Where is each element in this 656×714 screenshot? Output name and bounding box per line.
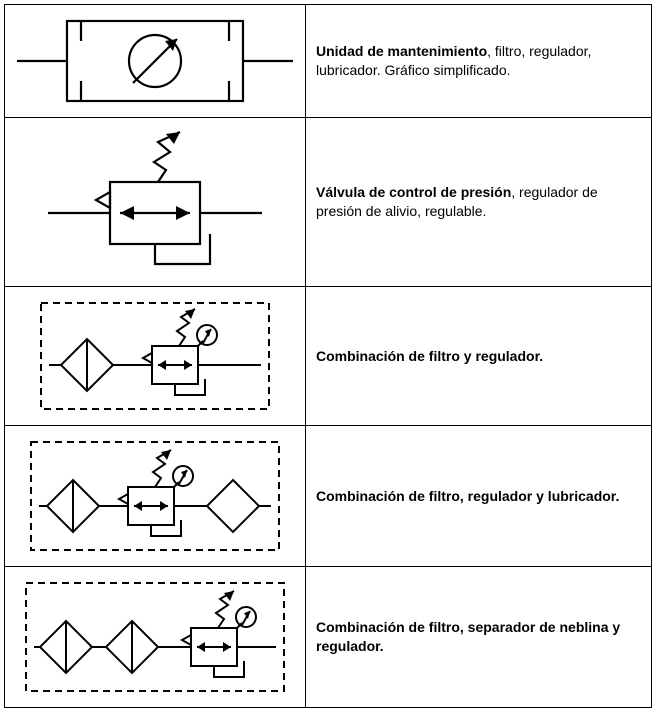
description-cell: Combinación de filtro, separador de nebl…: [306, 567, 652, 708]
description-cell: Válvula de control de presión, regulador…: [306, 118, 652, 287]
desc-bold: Válvula de control de presión: [316, 184, 511, 200]
symbol-cell: [5, 426, 306, 567]
filter-regulator-lubricator-combo-icon: [19, 432, 291, 560]
symbol-cell: [5, 287, 306, 426]
pneumatic-symbols-table: Unidad de mantenimiento, filtro, regulad…: [4, 4, 652, 708]
desc-bold: Unidad de mantenimiento: [316, 43, 487, 59]
description-cell: Combinación de filtro, regulador y lubri…: [306, 426, 652, 567]
filter-regulator-combo-icon: [25, 293, 285, 419]
symbol-cell: [5, 5, 306, 118]
desc-bold: Combinación de filtro y regulador.: [316, 348, 543, 364]
desc-bold: Combinación de filtro, separador de nebl…: [316, 619, 620, 654]
table-row: Unidad de mantenimiento, filtro, regulad…: [5, 5, 652, 118]
table-body: Unidad de mantenimiento, filtro, regulad…: [5, 5, 652, 708]
table-row: Combinación de filtro, separador de nebl…: [5, 567, 652, 708]
desc-bold: Combinación de filtro, regulador y lubri…: [316, 488, 619, 504]
description-cell: Unidad de mantenimiento, filtro, regulad…: [306, 5, 652, 118]
maintenance-unit-icon: [15, 11, 295, 111]
pressure-control-valve-icon: [40, 124, 270, 280]
symbol-cell: [5, 118, 306, 287]
table-row: Combinación de filtro, regulador y lubri…: [5, 426, 652, 567]
table-row: Combinación de filtro y regulador.: [5, 287, 652, 426]
symbol-cell: [5, 567, 306, 708]
table-row: Válvula de control de presión, regulador…: [5, 118, 652, 287]
description-cell: Combinación de filtro y regulador.: [306, 287, 652, 426]
filter-separator-regulator-combo-icon: [16, 573, 294, 701]
